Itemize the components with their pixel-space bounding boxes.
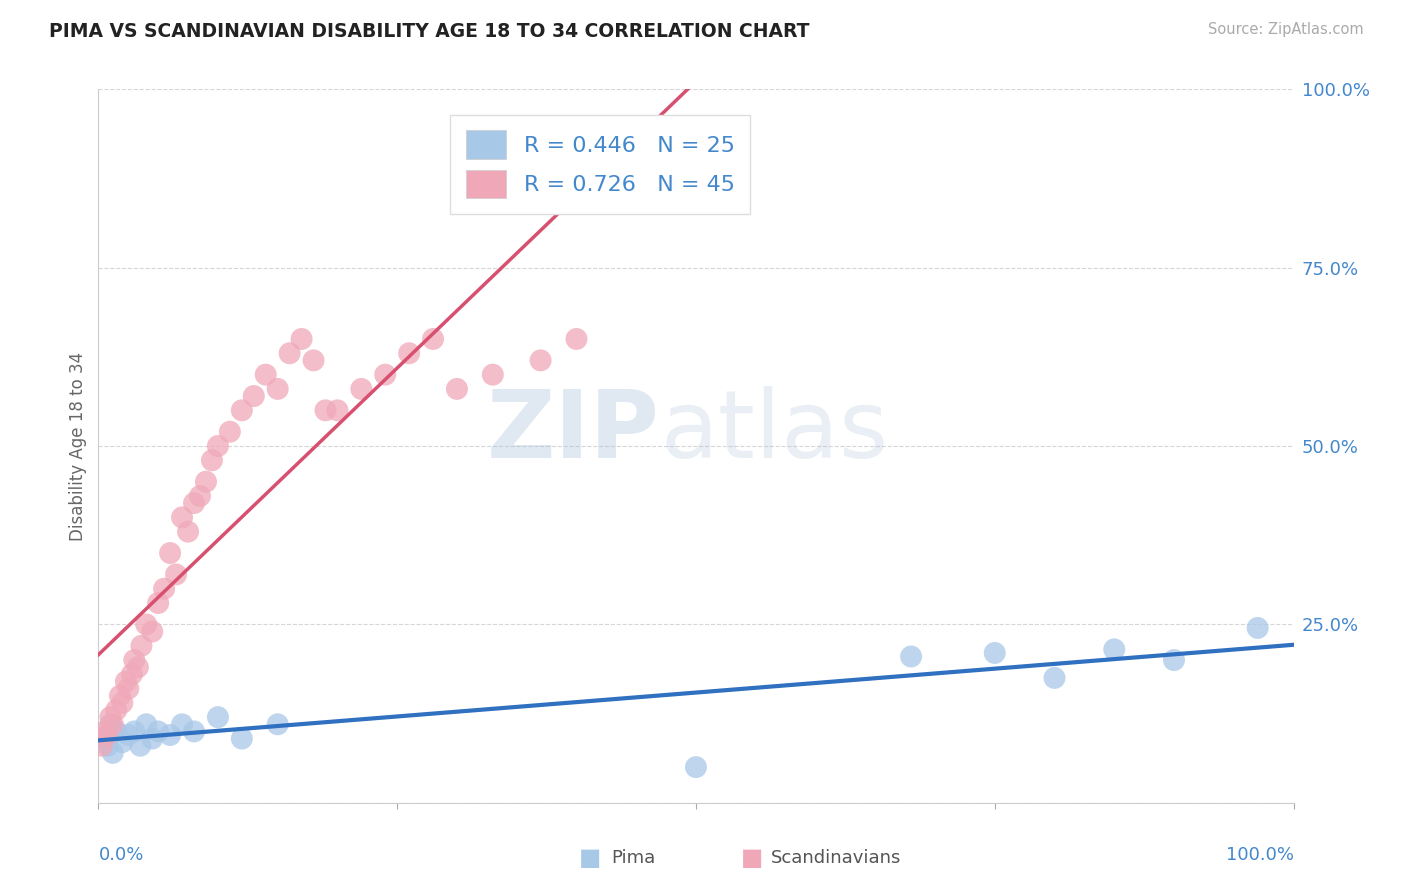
Text: PIMA VS SCANDINAVIAN DISABILITY AGE 18 TO 34 CORRELATION CHART: PIMA VS SCANDINAVIAN DISABILITY AGE 18 T…	[49, 22, 810, 41]
Point	[101, 717, 124, 731]
Point	[111, 735, 134, 749]
Point	[141, 731, 163, 746]
Point	[183, 724, 205, 739]
Text: 0.0%: 0.0%	[98, 846, 143, 863]
Point	[127, 660, 149, 674]
Point	[91, 739, 114, 753]
Point	[685, 760, 707, 774]
Point	[172, 510, 194, 524]
Point	[96, 728, 118, 742]
Point	[267, 382, 290, 396]
Point	[398, 346, 420, 360]
Point	[108, 689, 131, 703]
Point	[98, 717, 122, 731]
Point	[177, 524, 200, 539]
Point	[135, 717, 157, 731]
Text: 100.0%: 100.0%	[1226, 846, 1294, 863]
Point	[93, 724, 115, 739]
Point	[188, 489, 211, 503]
Point	[131, 639, 153, 653]
Point	[97, 739, 120, 753]
Point	[153, 582, 176, 596]
Point	[302, 353, 325, 368]
Point	[350, 382, 373, 396]
Y-axis label: Disability Age 18 to 34: Disability Age 18 to 34	[69, 351, 87, 541]
Point	[183, 496, 205, 510]
Point	[115, 674, 138, 689]
Point	[135, 617, 157, 632]
Point	[121, 667, 143, 681]
Point	[124, 724, 146, 739]
Point	[1104, 642, 1126, 657]
Point	[141, 624, 163, 639]
Point	[231, 403, 253, 417]
Text: ZIP: ZIP	[488, 385, 661, 478]
Point	[105, 724, 128, 739]
Point	[195, 475, 218, 489]
Point	[326, 403, 349, 417]
Point	[148, 596, 170, 610]
Point	[117, 728, 139, 742]
Point	[374, 368, 396, 382]
Text: atlas: atlas	[661, 385, 889, 478]
Point	[984, 646, 1007, 660]
Point	[207, 710, 229, 724]
Point	[159, 728, 181, 742]
Point	[105, 703, 128, 717]
Point	[201, 453, 224, 467]
Point	[219, 425, 242, 439]
Text: Source: ZipAtlas.com: Source: ZipAtlas.com	[1208, 22, 1364, 37]
Point	[278, 346, 301, 360]
Point	[148, 724, 170, 739]
Text: Scandinavians: Scandinavians	[770, 849, 901, 867]
Point	[172, 717, 194, 731]
Point	[93, 731, 115, 746]
Point	[207, 439, 229, 453]
Point	[267, 717, 290, 731]
Point	[111, 696, 134, 710]
Point	[124, 653, 146, 667]
Point	[530, 353, 553, 368]
Point	[159, 546, 181, 560]
Point	[101, 746, 124, 760]
Point	[291, 332, 314, 346]
Point	[165, 567, 187, 582]
Point	[315, 403, 337, 417]
Text: ■: ■	[741, 847, 763, 870]
Legend: R = 0.446   N = 25, R = 0.726   N = 45: R = 0.446 N = 25, R = 0.726 N = 45	[450, 114, 751, 214]
Point	[1163, 653, 1185, 667]
Point	[1043, 671, 1066, 685]
Point	[98, 710, 122, 724]
Point	[565, 332, 588, 346]
Point	[1247, 621, 1270, 635]
Point	[129, 739, 152, 753]
Point	[243, 389, 266, 403]
Point	[482, 368, 505, 382]
Point	[254, 368, 277, 382]
Text: Pima: Pima	[612, 849, 655, 867]
Text: ■: ■	[579, 847, 602, 870]
Point	[422, 332, 444, 346]
Point	[446, 382, 468, 396]
Point	[117, 681, 139, 696]
Point	[900, 649, 922, 664]
Point	[231, 731, 253, 746]
